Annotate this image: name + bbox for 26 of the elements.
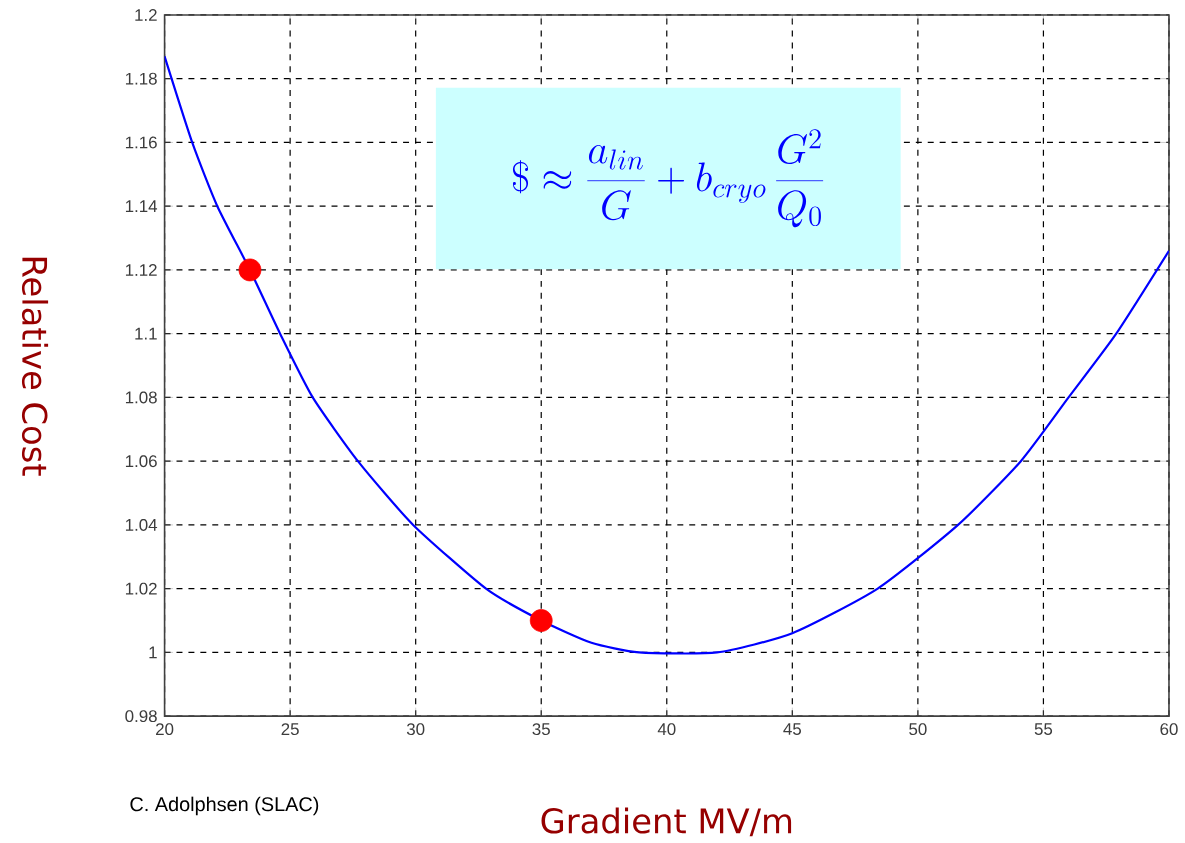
y-tick-label: 1.14 [125,200,158,213]
y-tick-label: 1.1 [135,327,157,340]
y-tick-label: 1.2 [135,9,157,21]
y-axis-title: Relative Cost [21,257,49,476]
x-tick-label: 35 [532,723,550,736]
annotation: $\$ \approx \frac{a_{lin}}{G} + b_{cryo}\,\frac{G^2}{Q_0}$ [512,129,824,228]
x-tick-label: 20 [156,723,174,736]
y-tick-label: 1.04 [125,518,158,531]
y-tick-label: 1.08 [125,391,157,404]
x-tick-label: 45 [783,723,802,735]
x-tick-label: 50 [909,723,927,736]
line-series [164,55,1169,655]
y-tick-label: 1 [149,646,157,659]
y-tick-label: 1.12 [125,264,157,276]
text: C. Adolphsen (SLAC) [130,796,319,816]
x-tick-label: 55 [1034,723,1053,735]
x-tick-label: 60 [1160,723,1178,736]
y-tick-label: 1.16 [125,136,157,149]
y-tick-label: 0.98 [125,710,157,723]
x-tick-label: 40 [657,723,676,736]
y-tick-label: 1.18 [125,72,157,85]
y-tick-label: 1.02 [125,582,157,595]
x-tick-label: 30 [406,723,425,736]
x-axis-title: Gradient MV/m [541,807,792,837]
y-tick-label: 1.06 [125,455,157,468]
x-tick-label: 25 [281,723,299,736]
